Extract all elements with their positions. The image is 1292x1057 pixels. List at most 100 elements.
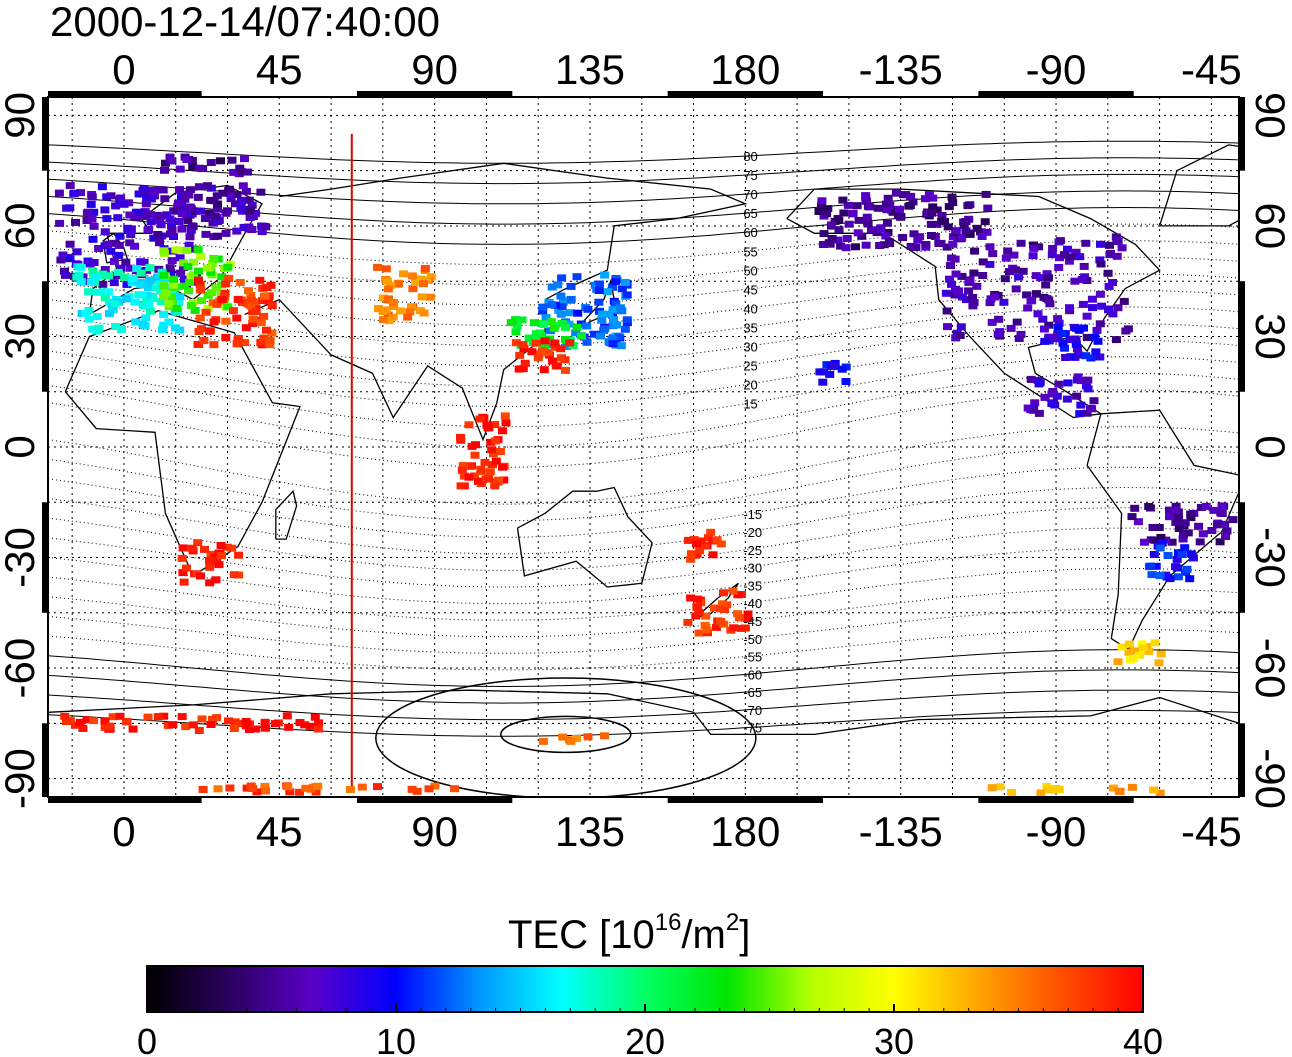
tec-cell <box>94 245 104 252</box>
tec-cell <box>915 233 925 241</box>
tec-cell <box>538 303 548 311</box>
tec-cell <box>81 310 91 317</box>
tec-cell <box>217 552 226 560</box>
tec-cell <box>543 349 553 357</box>
tec-cell <box>158 186 168 194</box>
colorbar-title-main: TEC [10 <box>508 913 655 957</box>
tec-cell <box>260 724 270 732</box>
tec-cell <box>1032 290 1042 298</box>
tec-cell <box>456 482 466 490</box>
tec-cell <box>1014 335 1024 342</box>
tec-cell <box>572 734 582 742</box>
tec-cell <box>113 268 123 276</box>
tec-cell <box>597 316 607 324</box>
tec-cell <box>965 276 975 284</box>
tec-cell <box>1154 659 1164 667</box>
contour-label: 75 <box>743 168 757 183</box>
left-lat-label: -90 <box>0 748 43 809</box>
tec-cell <box>1108 279 1117 286</box>
tec-cell <box>406 303 416 311</box>
tec-cell <box>459 472 469 480</box>
tec-cell <box>1055 237 1065 245</box>
tec-cell <box>105 298 115 306</box>
tec-cell <box>572 323 582 331</box>
tec-cell <box>1078 300 1088 308</box>
tec-cell <box>1112 252 1122 260</box>
contour-label: -45 <box>743 614 762 629</box>
tec-cell <box>256 188 266 196</box>
tec-cell <box>718 600 728 608</box>
lon-band-top <box>667 91 824 97</box>
tec-cell <box>407 785 417 793</box>
tec-cell <box>1059 251 1069 259</box>
tec-cell <box>235 164 245 172</box>
tec-cell <box>557 274 567 282</box>
tec-cell <box>105 722 115 730</box>
tec-cell <box>1055 254 1064 262</box>
tec-cell <box>374 305 383 313</box>
tec-cell <box>1048 244 1058 252</box>
tec-cell <box>838 196 848 204</box>
tec-cell <box>683 536 693 544</box>
tec-cell <box>487 446 497 454</box>
tec-cell <box>980 218 990 226</box>
tec-cell <box>464 473 474 481</box>
tec-cell <box>955 332 965 339</box>
tec-cell <box>1130 504 1140 512</box>
tec-cell <box>489 450 498 458</box>
tec-cell <box>76 278 86 286</box>
tec-cell <box>179 578 189 586</box>
tec-cell <box>486 438 496 446</box>
tec-cell <box>1183 529 1193 537</box>
lat-band-left <box>42 723 48 797</box>
tec-cell <box>207 260 217 267</box>
tec-cell <box>206 289 216 297</box>
tec-cell <box>904 202 914 210</box>
tec-cell <box>102 215 112 223</box>
tec-cell <box>194 183 204 191</box>
tec-cell <box>969 269 979 277</box>
tec-cell <box>221 334 231 341</box>
tec-cell <box>194 276 203 284</box>
tec-region-arctic-europe <box>160 153 252 178</box>
tec-cell <box>841 244 851 252</box>
tec-cell <box>708 551 718 559</box>
tec-cell <box>211 576 221 584</box>
tec-cell <box>1034 380 1044 388</box>
tec-cell <box>223 303 233 311</box>
tec-cell <box>485 468 495 476</box>
tec-cell <box>608 340 618 348</box>
tec-cell <box>199 337 209 345</box>
tec-cell <box>716 605 726 613</box>
lat-band-right <box>1239 281 1245 392</box>
tec-cell <box>1157 539 1167 547</box>
tec-cell <box>558 733 568 741</box>
tec-cell <box>556 310 566 318</box>
tec-cell <box>614 333 624 341</box>
tec-cell <box>262 326 271 334</box>
tec-cell <box>168 281 178 289</box>
tec-cell <box>65 240 75 248</box>
tec-cell <box>201 308 211 316</box>
tec-cell <box>1194 522 1204 530</box>
tec-cell <box>172 305 182 312</box>
tec-cell <box>216 542 226 549</box>
tec-cell <box>969 299 979 307</box>
tec-region-scandinavia <box>141 182 271 241</box>
tec-cell <box>233 295 243 303</box>
tec-cell <box>206 159 216 166</box>
tec-cell <box>594 287 604 294</box>
tec-cell <box>224 185 234 193</box>
left-lat-label: -30 <box>0 527 43 588</box>
tec-cell <box>594 298 604 306</box>
tec-cell <box>1144 503 1154 510</box>
tec-cell <box>239 223 249 231</box>
tec-cell <box>213 200 222 208</box>
tec-cell <box>267 302 277 310</box>
tec-cell <box>125 211 135 219</box>
tec-cell <box>712 536 722 544</box>
tec-cell <box>1028 252 1038 260</box>
tec-cell <box>583 733 593 741</box>
australia-coast <box>516 486 653 588</box>
tec-cell <box>901 191 911 199</box>
